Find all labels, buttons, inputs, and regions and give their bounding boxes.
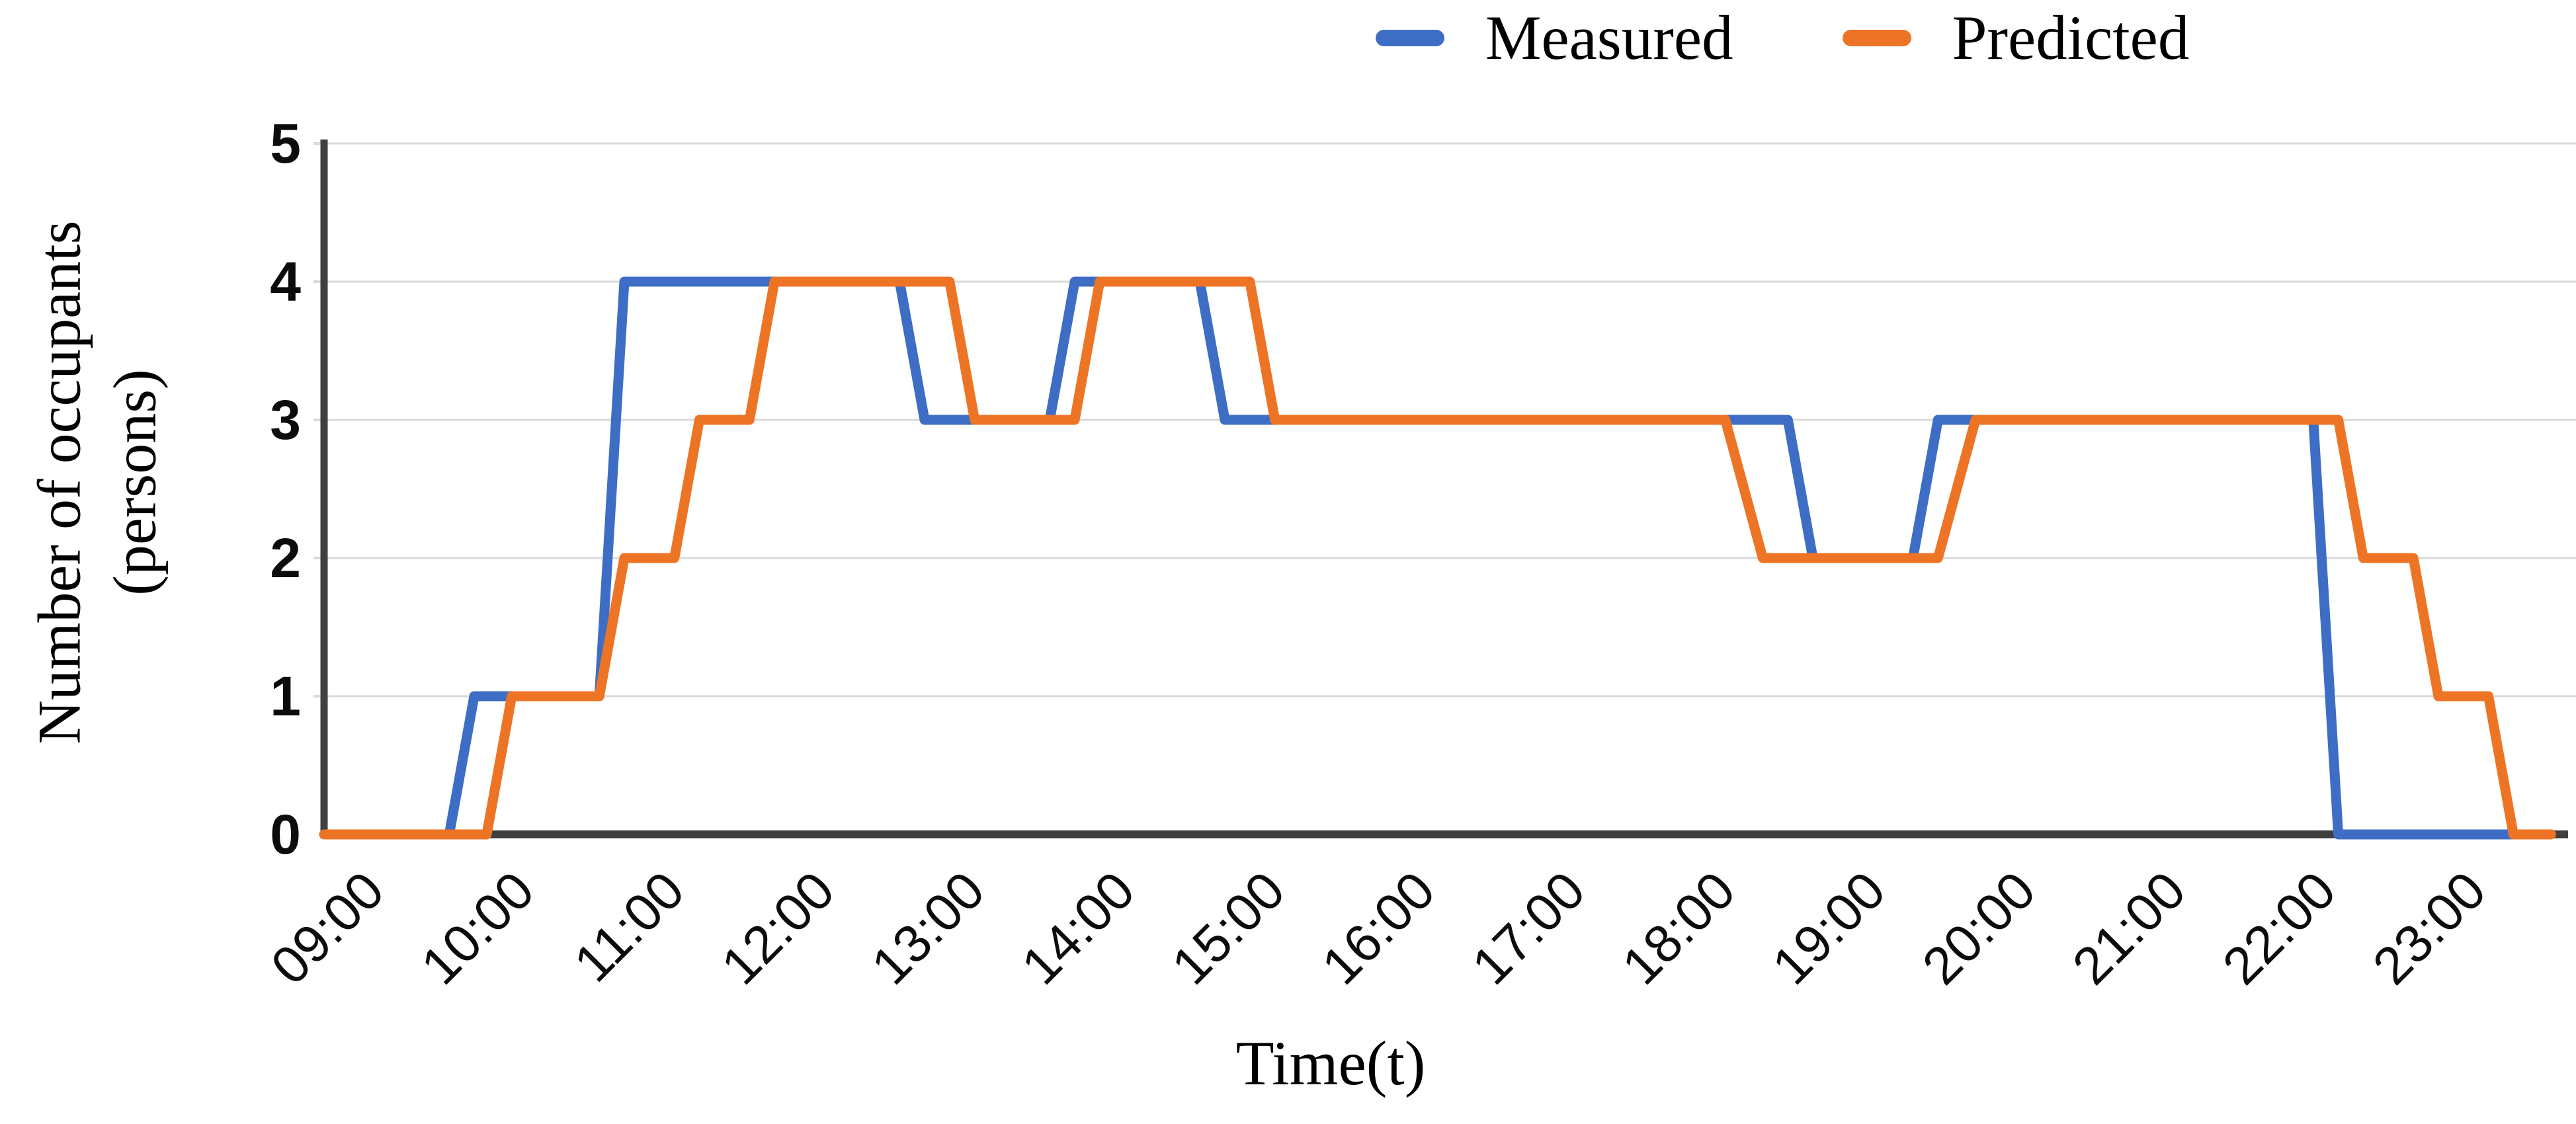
y-tick-label-2: 2 (270, 527, 301, 589)
legend: Measured Predicted (1376, 5, 2189, 71)
y-tick-label-0: 0 (270, 803, 301, 865)
y-axis-title: Number of occupants (persons) (22, 46, 177, 919)
y-tick-label-4: 4 (270, 251, 301, 313)
measured-line-swatch (1376, 30, 1444, 47)
legend-label-predicted: Predicted (1952, 3, 2190, 73)
y-tick-label-3: 3 (270, 389, 301, 451)
series-predicted-line (319, 276, 2556, 840)
predicted-line-swatch (1842, 30, 1911, 47)
y-tick-label-5: 5 (270, 112, 301, 175)
y-axis-title-line1: Number of occupants (25, 220, 93, 744)
x-axis-title: Time(t) (1235, 1028, 1426, 1098)
y-tick-label-1: 1 (270, 665, 301, 727)
legend-label-measured: Measured (1485, 3, 1733, 73)
legend-item-measured: Measured (1376, 5, 1733, 71)
legend-item-predicted: Predicted (1842, 3, 2190, 73)
y-axis-title-line2: (persons) (101, 369, 169, 596)
